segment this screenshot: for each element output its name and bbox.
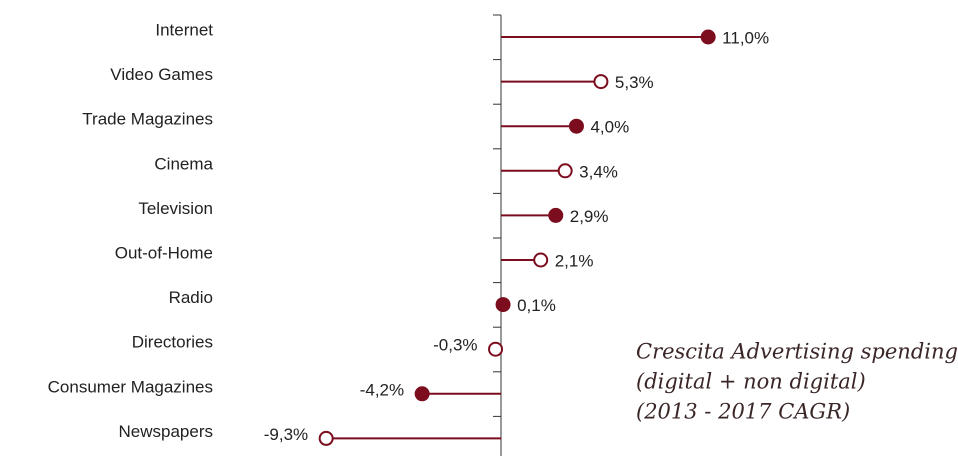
- category-label: Internet: [155, 20, 213, 39]
- marker: [414, 386, 430, 402]
- value-label: 2,9%: [570, 207, 609, 226]
- value-label: 3,4%: [579, 162, 618, 181]
- value-label: 0,1%: [517, 296, 556, 315]
- marker: [557, 163, 573, 179]
- category-label: Video Games: [110, 65, 213, 84]
- category-label: Radio: [169, 288, 213, 307]
- marker: [593, 74, 609, 90]
- marker: [495, 297, 511, 313]
- category-label: Directories: [132, 333, 213, 352]
- category-label: Newspapers: [119, 422, 214, 441]
- marker: [568, 118, 584, 134]
- value-label: 5,3%: [615, 73, 654, 92]
- category-label: Consumer Magazines: [48, 377, 213, 396]
- value-label: -0,3%: [433, 336, 477, 355]
- marker: [548, 207, 564, 223]
- annotation: (2013 - 2017 CAGR): [636, 400, 850, 424]
- category-label: Cinema: [154, 154, 213, 173]
- category-label: Television: [138, 199, 213, 218]
- category-label: Trade Magazines: [82, 110, 213, 129]
- value-label: -4,2%: [360, 380, 404, 399]
- value-label: 4,0%: [590, 118, 629, 137]
- annotation: Crescita Advertising spending: [636, 340, 958, 364]
- value-label: 11,0%: [722, 28, 769, 47]
- value-label: -9,3%: [264, 425, 308, 444]
- marker: [700, 29, 716, 45]
- category-label: Out-of-Home: [115, 243, 213, 262]
- marker: [533, 252, 549, 268]
- marker: [488, 341, 504, 357]
- marker: [318, 430, 334, 446]
- value-label: 2,1%: [555, 251, 594, 270]
- annotation: (digital + non digital): [636, 370, 866, 394]
